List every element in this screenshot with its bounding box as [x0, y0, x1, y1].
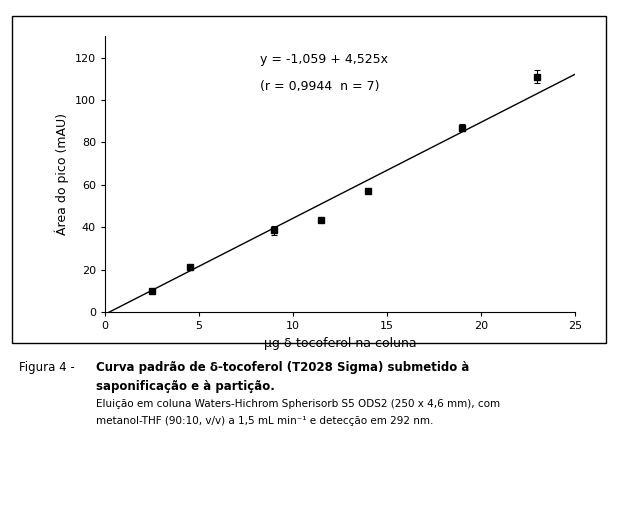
Text: Curva padrão de δ-tocoferol (T2028 Sigma) submetido à: Curva padrão de δ-tocoferol (T2028 Sigma… — [96, 361, 469, 374]
Y-axis label: Área do pico (mAU): Área do pico (mAU) — [55, 113, 69, 235]
Text: Eluição em coluna Waters-Hichrom Spherisorb S5 ODS2 (250 x 4,6 mm), com: Eluição em coluna Waters-Hichrom Spheris… — [96, 399, 500, 409]
Text: (r = 0,9944  n = 7): (r = 0,9944 n = 7) — [260, 81, 379, 94]
X-axis label: μg δ-tocoferol na coluna: μg δ-tocoferol na coluna — [264, 336, 416, 349]
Text: saponificação e à partição.: saponificação e à partição. — [96, 380, 274, 393]
Text: Figura 4 -: Figura 4 - — [19, 361, 74, 374]
Text: metanol-THF (90:10, v/v) a 1,5 mL min⁻¹ e detecção em 292 nm.: metanol-THF (90:10, v/v) a 1,5 mL min⁻¹ … — [96, 416, 433, 426]
Text: y = -1,059 + 4,525x: y = -1,059 + 4,525x — [260, 53, 388, 66]
